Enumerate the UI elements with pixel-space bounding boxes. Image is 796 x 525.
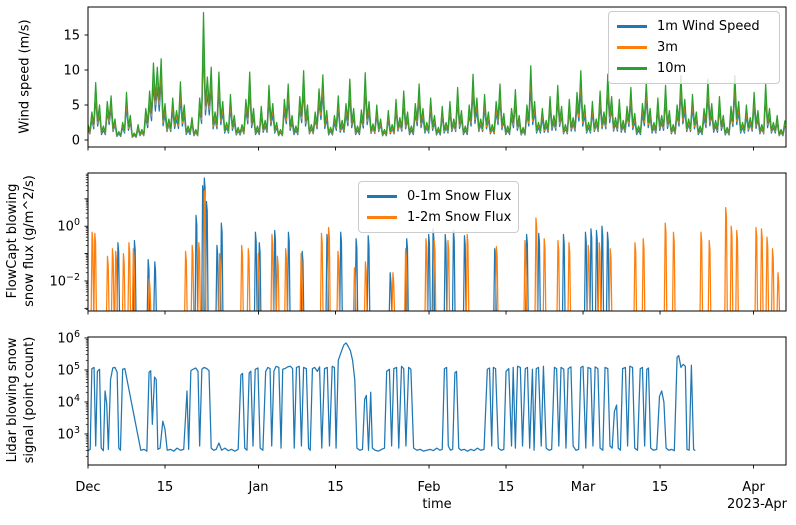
- legend-swatch-10m: [617, 67, 647, 70]
- legend-entry-3m: 3m: [617, 37, 771, 58]
- y-tick-label: 10−2: [49, 272, 80, 290]
- x-tick-label: Dec: [75, 480, 100, 495]
- xlabel-time: time: [422, 497, 452, 512]
- legend-entry-flux-0-1m: 0-1m Snow Flux: [367, 186, 512, 207]
- legend-swatch-1m: [617, 25, 647, 28]
- x-tick-label: Mar: [571, 480, 596, 495]
- legend-wind: 1m Wind Speed 3m 10m: [608, 11, 780, 84]
- ylabel-lidar-line2: signal (point count): [22, 336, 37, 464]
- wind-frame: [87, 6, 787, 148]
- x-tick-label: 15: [498, 480, 515, 495]
- ylabel-lidar-line1: Lidar blowing snow: [5, 337, 20, 463]
- y-tick-label: 104: [57, 393, 80, 411]
- y-tick-label: 106: [57, 329, 80, 347]
- legend-entry-10m: 10m: [617, 58, 771, 79]
- lidar-frame: [87, 336, 787, 466]
- wind-plot: 0 5 10 15: [63, 6, 787, 151]
- legend-swatch-3m: [617, 46, 647, 49]
- legend-label-3m: 3m: [657, 40, 678, 55]
- wind-10m-line: [88, 11, 786, 137]
- legend-entry-1m: 1m Wind Speed: [617, 16, 771, 37]
- flux-1-2m-snow-flux-line: [90, 189, 781, 311]
- flux-frame: [87, 172, 787, 312]
- x-tick-label: 15: [157, 480, 174, 495]
- y-tick-label: 15: [63, 29, 80, 44]
- flux-0-1m-snow-flux-line: [116, 177, 610, 311]
- legend-label-1m: 1m Wind Speed: [657, 19, 760, 34]
- x-tick-label: Feb: [418, 480, 441, 495]
- x-tick-label: 15: [652, 480, 669, 495]
- x-tick-label: Jan: [247, 480, 268, 495]
- ylabel-lidar: Lidar blowing snow signal (point count): [4, 250, 38, 525]
- y-tick-label: 5: [72, 99, 80, 114]
- y-tick-label: 0: [72, 134, 80, 149]
- x-tick-label: Apr: [742, 480, 765, 495]
- legend-swatch-flux-0-1m: [367, 195, 397, 198]
- legend-label-10m: 10m: [657, 61, 687, 76]
- legend-label-flux-0-1m: 0-1m Snow Flux: [407, 189, 512, 204]
- x-tick-label: 15: [327, 480, 344, 495]
- legend-entry-flux-1-2m: 1-2m Snow Flux: [367, 207, 512, 228]
- lidar-plot: Dec 15 Jan 15 Feb 15 Mar 15 Apr 103 104 105 106: [57, 329, 787, 495]
- lidar-lidar-signal-line: [88, 342, 696, 452]
- legend-flux: 0-1m Snow Flux 1-2m Snow Flux: [358, 181, 519, 233]
- y-tick-label: 100: [57, 217, 80, 235]
- date-offset-label: 2023-Apr: [727, 497, 787, 512]
- legend-swatch-flux-1-2m: [367, 216, 397, 219]
- y-tick-label: 105: [57, 361, 80, 379]
- y-tick-label: 10: [63, 64, 80, 79]
- y-tick-label: 103: [57, 425, 80, 443]
- legend-label-flux-1-2m: 1-2m Snow Flux: [407, 210, 512, 225]
